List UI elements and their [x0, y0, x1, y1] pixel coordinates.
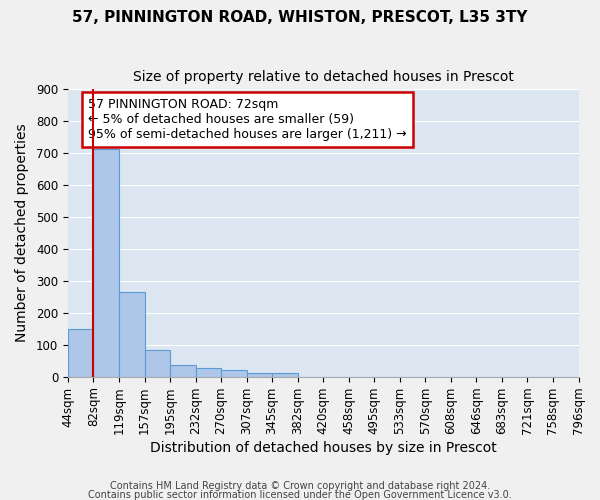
Text: 57 PINNINGTON ROAD: 72sqm
← 5% of detached houses are smaller (59)
95% of semi-d: 57 PINNINGTON ROAD: 72sqm ← 5% of detach…	[88, 98, 407, 141]
Text: Contains public sector information licensed under the Open Government Licence v3: Contains public sector information licen…	[88, 490, 512, 500]
X-axis label: Distribution of detached houses by size in Prescot: Distribution of detached houses by size …	[150, 441, 497, 455]
Bar	[119, 292, 145, 376]
Bar	[68, 330, 94, 376]
Bar	[247, 372, 272, 376]
Title: Size of property relative to detached houses in Prescot: Size of property relative to detached ho…	[133, 70, 514, 84]
Bar	[145, 350, 170, 376]
Text: Contains HM Land Registry data © Crown copyright and database right 2024.: Contains HM Land Registry data © Crown c…	[110, 481, 490, 491]
Y-axis label: Number of detached properties: Number of detached properties	[15, 124, 29, 342]
Bar	[170, 365, 196, 376]
Bar	[94, 149, 119, 376]
Bar	[196, 368, 221, 376]
Bar	[221, 370, 247, 376]
Text: 57, PINNINGTON ROAD, WHISTON, PRESCOT, L35 3TY: 57, PINNINGTON ROAD, WHISTON, PRESCOT, L…	[72, 10, 528, 25]
Bar	[272, 373, 298, 376]
